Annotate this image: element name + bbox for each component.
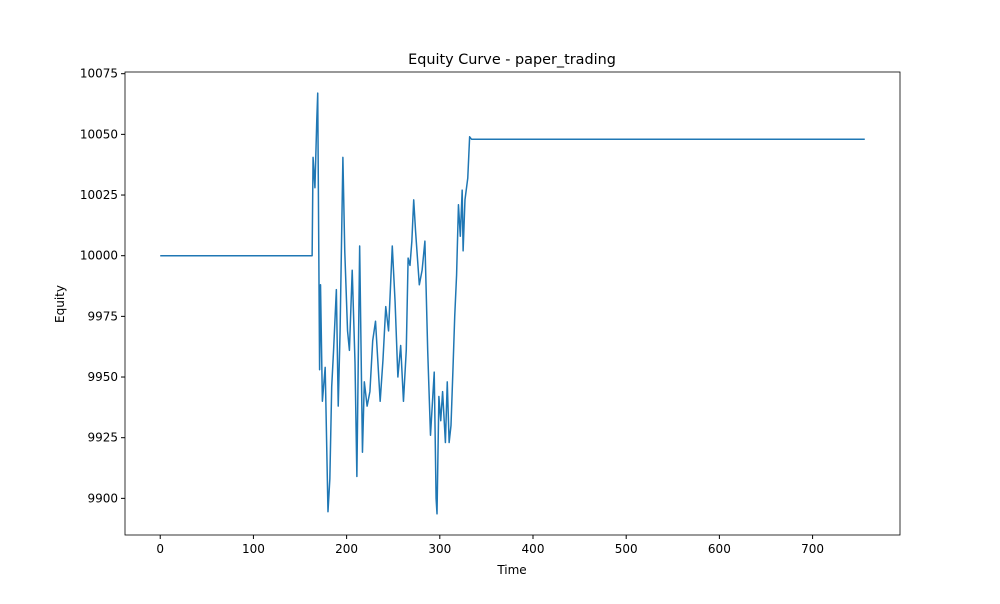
x-tick-label: 0 — [156, 542, 164, 556]
y-tick-label: 10000 — [80, 249, 118, 263]
x-axis-label: Time — [496, 563, 526, 577]
x-tick-label: 100 — [242, 542, 265, 556]
x-tick-label: 400 — [522, 542, 545, 556]
y-tick-label: 9900 — [87, 491, 118, 505]
y-axis-label: Equity — [53, 285, 67, 323]
chart-title: Equity Curve - paper_trading — [408, 52, 616, 68]
equity-line — [160, 92, 865, 515]
x-tick-label: 200 — [335, 542, 358, 556]
x-tick-label: 300 — [428, 542, 451, 556]
plot-frame — [124, 71, 901, 536]
x-tick-label: 700 — [801, 542, 824, 556]
y-tick-label: 9950 — [87, 370, 118, 384]
y-tick-label: 10075 — [80, 67, 118, 81]
y-tick-label: 9925 — [87, 431, 118, 445]
y-tick-label: 10050 — [80, 127, 118, 141]
y-tick-label: 9975 — [87, 309, 118, 323]
x-tick-label: 600 — [708, 542, 731, 556]
x-tick-label: 500 — [615, 542, 638, 556]
y-tick-label: 10025 — [80, 188, 118, 202]
